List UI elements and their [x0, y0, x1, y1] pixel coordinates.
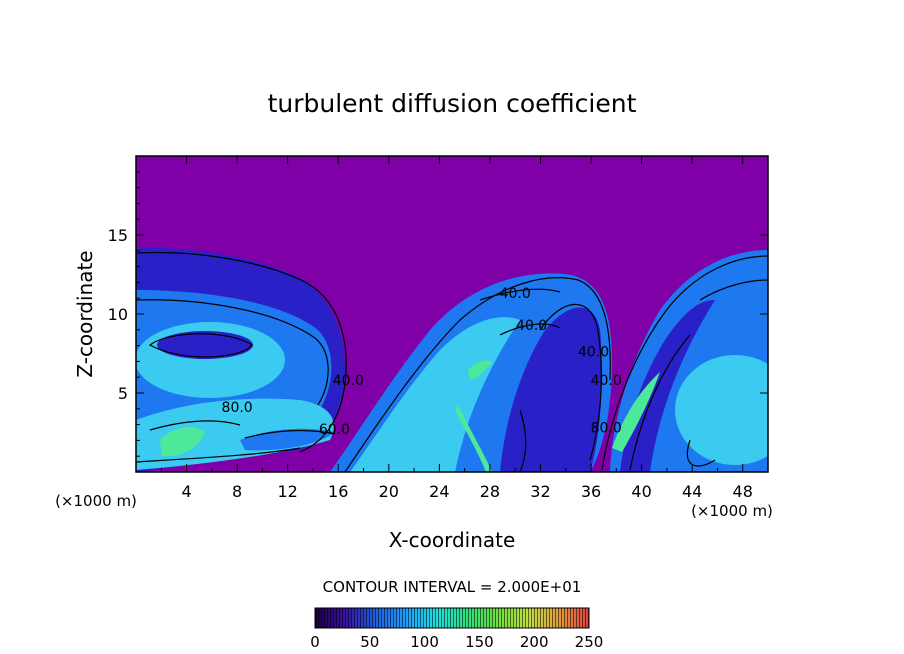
- contour-line: [479, 288, 561, 301]
- colorbar-tick-label: 0: [310, 633, 320, 651]
- x-tick-label: 36: [581, 482, 601, 501]
- y-tick-label: 5: [118, 384, 128, 403]
- x-tick-label: 20: [379, 482, 399, 501]
- field-region-high: [350, 317, 520, 472]
- field-region-peak: [455, 405, 492, 472]
- colorbar-ticks: 0 50 100 150 200 250: [310, 633, 603, 651]
- colorbar-frame: [314, 607, 590, 629]
- contour-line: [499, 323, 561, 336]
- colorbar-tick-label: 250: [575, 633, 604, 651]
- contour-line: [149, 420, 241, 431]
- field-region-high: [675, 355, 768, 465]
- contour-line: [629, 334, 691, 471]
- contour-line: [519, 409, 527, 472]
- y-axis-ticks: 5 10 15: [108, 171, 768, 457]
- contour-line: [601, 255, 768, 471]
- x-tick-label: 16: [328, 482, 348, 501]
- x-tick-label: 24: [429, 482, 449, 501]
- contour-line: [136, 299, 329, 406]
- y-tick-label: 15: [108, 226, 128, 245]
- x-tick-label: 48: [733, 482, 753, 501]
- contour-label: 80.0: [222, 400, 253, 416]
- contour-label: 40.0: [333, 373, 364, 389]
- contour-label: 40.0: [500, 286, 531, 302]
- field-region-peak: [612, 372, 660, 452]
- x-tick-label: 32: [530, 482, 550, 501]
- chart-title: turbulent diffusion coefficient: [268, 89, 637, 118]
- x-tick-label: 40: [631, 482, 651, 501]
- colorbar-tick-label: 50: [360, 633, 379, 651]
- contour-line: [136, 251, 347, 453]
- x-tick-label: 8: [232, 482, 242, 501]
- contour-line: [539, 303, 602, 461]
- plot-area: 40.0 40.0 40.0 40.0 40.0 80.0 60.0 80.0: [136, 156, 768, 472]
- contour-interval-label: CONTOUR INTERVAL = 2.000E+01: [323, 578, 582, 596]
- x-tick-label: 44: [682, 482, 702, 501]
- colorbar-tick-label: 150: [465, 633, 494, 651]
- colorbar-tick-label: 200: [520, 633, 549, 651]
- contour-label: 40.0: [578, 345, 609, 361]
- contour-label: 60.0: [319, 422, 350, 438]
- field-region-low-core: [540, 357, 589, 424]
- contour-lines: [136, 251, 768, 472]
- field-region-peak: [160, 427, 205, 457]
- y-unit-label: (×1000 m): [55, 492, 137, 510]
- field-region-low: [620, 300, 715, 472]
- x-tick-label: 12: [278, 482, 298, 501]
- x-axis-label: X-coordinate: [389, 528, 516, 552]
- colorbar-stripes: [315, 608, 589, 628]
- contour-labels: 40.0 40.0 40.0 40.0 40.0 80.0 60.0 80.0: [222, 286, 622, 438]
- y-tick-label: 10: [108, 305, 128, 324]
- colorbar-tick-label: 100: [410, 633, 439, 651]
- contour-line: [699, 279, 768, 301]
- contour-line: [148, 333, 253, 358]
- contour-line: [686, 439, 716, 467]
- contour-label: 80.0: [591, 421, 622, 437]
- field-region-low-core: [157, 331, 253, 359]
- x-unit-label: (×1000 m): [691, 502, 773, 520]
- contour-label: 40.0: [591, 373, 622, 389]
- contour-label: 40.0: [516, 318, 547, 334]
- x-tick-label: 28: [480, 482, 500, 501]
- contour-line: [136, 447, 301, 463]
- x-tick-label: 4: [181, 482, 191, 501]
- field-region-peak: [468, 360, 492, 380]
- contour-line: [344, 277, 611, 472]
- x-axis-ticks: 4 8 12 16 20 24 28 32 36 40 44 48: [160, 156, 753, 501]
- contour-line: [244, 429, 336, 439]
- y-axis-label: Z-coordinate: [73, 250, 97, 377]
